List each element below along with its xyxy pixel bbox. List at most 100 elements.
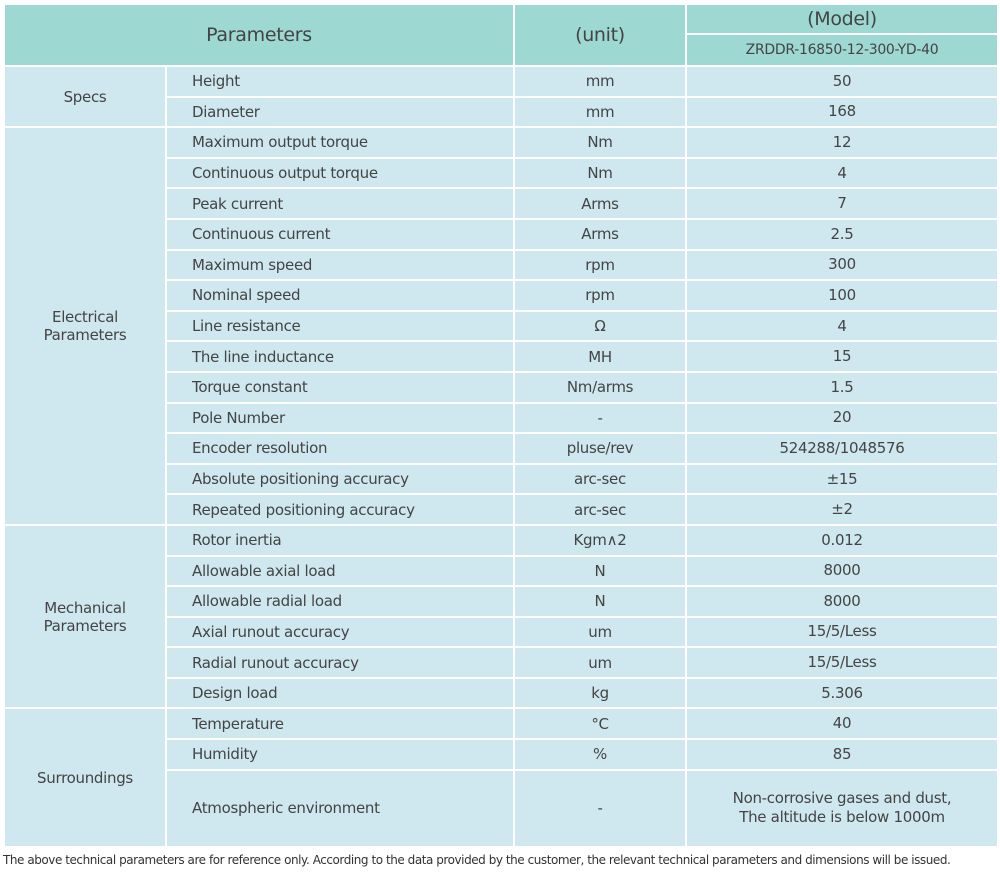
value-cell: 8000	[685, 585, 999, 618]
table-row: The line inductance MH 15	[4, 340, 999, 373]
value-cell: 300	[685, 248, 999, 282]
value-text: 20	[832, 408, 852, 427]
table-row: Line resistance Ω 4	[4, 309, 999, 343]
value-cell: ±15	[685, 462, 999, 496]
unit-cell: °C	[513, 707, 687, 741]
unit-cell: MH	[513, 340, 687, 373]
table-row: Humidity% 85	[4, 738, 999, 771]
unit-cell: kg	[513, 676, 687, 710]
spec-table: Parameters (unit) (Model) ZRDDR-16850-12…	[3, 3, 999, 848]
group-name: Mechanical Parameters	[43, 598, 127, 635]
unit-cell: mm	[513, 65, 687, 98]
unit-cell: %	[513, 738, 687, 771]
value-cell: 15	[685, 340, 999, 373]
value-text: 100	[828, 285, 856, 304]
parameter-cell: Rotor inertia	[165, 523, 515, 557]
unit-cell: -	[513, 401, 687, 435]
value-cell: 85	[685, 738, 999, 771]
parameter-cell: Allowable axial load	[165, 554, 515, 588]
parameter-cell: Continuous current	[165, 217, 515, 251]
unit-cell: arc-sec	[513, 462, 687, 496]
value-text: 15/5/Less	[807, 622, 877, 641]
table-row: Pole Number - 20	[4, 401, 999, 435]
value-text: 1.5	[830, 377, 854, 396]
unit-cell: Nm	[513, 156, 687, 190]
parameter-cell: Humidity	[165, 738, 515, 771]
group-cell: Mechanical Parameters	[3, 523, 167, 710]
unit-cell: Arms	[513, 217, 687, 251]
value-text: 8000	[823, 591, 861, 610]
group-name: Specs	[63, 87, 107, 106]
parameter-cell: Radial runout accuracy	[165, 646, 515, 679]
table-row: Electrical Parameters Maximum output torq…	[3, 126, 999, 526]
table-row: Mechanical Parameters Rotor inertia Kgm∧2 0…	[3, 523, 999, 710]
unit-cell: Nm	[513, 126, 687, 159]
value-text: 300	[828, 255, 856, 274]
value-cell: 15/5/Less	[685, 646, 999, 679]
table-body: Specs Height mm 50 Diameter mm 168 Electrical P…	[3, 64, 999, 848]
value-text: 0.012	[821, 530, 863, 549]
value-cell: Non-corrosive gases and dust, The altitu…	[685, 768, 999, 848]
parameter-cell: Repeated positioning accuracy	[165, 493, 515, 526]
group-cell: Electrical Parameters	[3, 126, 167, 526]
value-cell: 12	[685, 126, 999, 159]
parameter-cell: Maximum speed	[165, 248, 515, 282]
value-text: 5.306	[821, 683, 863, 702]
unit-cell: rpm	[513, 279, 687, 312]
unit-cell: um	[513, 615, 687, 649]
value-cell: 50	[685, 65, 999, 98]
value-cell: 524288/1048576	[685, 432, 999, 465]
unit-cell: N	[513, 554, 687, 588]
unit-cell: Kgm∧2	[513, 523, 687, 557]
parameter-cell: Atmospheric environment	[165, 768, 515, 848]
value-cell: ±2	[685, 493, 999, 526]
table-row: Allowable radial load N 8000	[4, 585, 999, 618]
parameter-cell: Encoder resolution	[165, 432, 515, 465]
value-cell: 8000	[685, 554, 999, 588]
value-text: Non-corrosive gases and dust, The altitu…	[732, 789, 952, 827]
value-cell: 5.306	[685, 676, 999, 710]
table-row: Repeated positioning accuracy arc-sec ±2	[4, 493, 999, 526]
table-row: Nominal speed rpm 100	[4, 279, 999, 312]
table-row: Encoder resolution pluse/rev 524288/104857…	[4, 432, 999, 465]
value-text: 40	[832, 714, 852, 733]
table-row: Peak current Arms 7	[4, 187, 999, 220]
header-unit: (unit)	[513, 3, 687, 67]
value-text: ±15	[826, 469, 858, 488]
header-parameters: Parameters	[3, 3, 515, 67]
value-cell: 0.012	[685, 523, 999, 557]
table-row: Design load kg 5.306	[4, 676, 999, 710]
value-text: 12	[832, 132, 852, 151]
group-name: Surroundings	[37, 768, 133, 787]
value-text: 15/5/Less	[807, 653, 877, 672]
value-cell: 2.5	[685, 217, 999, 251]
table-row: Specs Height mm 50	[3, 64, 999, 129]
spec-table-wrap: Parameters (unit) (Model) ZRDDR-16850-12…	[3, 3, 999, 848]
group-cell: Specs	[3, 64, 167, 129]
parameter-cell: Diameter	[165, 95, 515, 129]
unit-cell: Arms	[513, 187, 687, 220]
parameter-cell: Torque constant	[165, 370, 515, 404]
value-text: 7	[837, 194, 847, 213]
group-name: Electrical Parameters	[43, 308, 127, 345]
unit-cell: Nm/arms	[513, 370, 687, 404]
value-text: 50	[832, 71, 852, 90]
table-row: Absolute positioning accuracy arc-sec ±15	[4, 462, 999, 496]
table-row: Diameter mm 168	[4, 95, 999, 129]
parameter-cell: Axial runout accuracy	[165, 615, 515, 649]
unit-cell: mm	[513, 95, 687, 129]
unit-cell: Ω	[513, 309, 687, 343]
parameter-cell: Pole Number	[165, 401, 515, 435]
unit-cell: arc-sec	[513, 493, 687, 526]
unit-cell: pluse/rev	[513, 432, 687, 465]
header-model-name: ZRDDR-16850-12-300-YD-40	[685, 33, 999, 67]
parameter-cell: Maximum output torque	[165, 126, 515, 159]
value-cell: 7	[685, 187, 999, 220]
value-cell: 4	[685, 156, 999, 190]
value-text: 524288/1048576	[779, 438, 905, 457]
footnote: The above technical parameters are for r…	[3, 853, 951, 867]
unit-cell: um	[513, 646, 687, 679]
unit-cell: N	[513, 585, 687, 618]
parameter-cell: Allowable radial load	[165, 585, 515, 618]
